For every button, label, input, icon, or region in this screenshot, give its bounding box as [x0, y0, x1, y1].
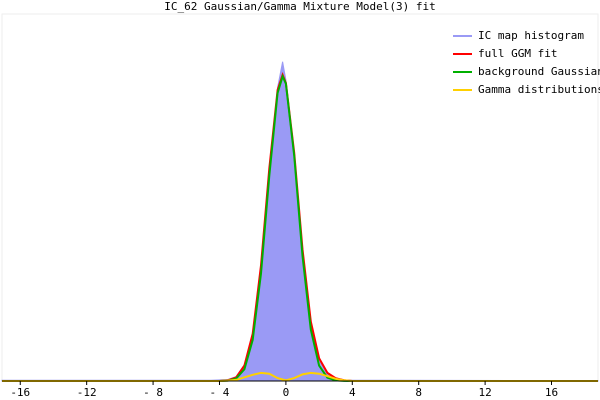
- x-tick-label: - 4: [210, 386, 230, 399]
- x-tick-label: 4: [349, 386, 356, 399]
- x-tick-label: 12: [478, 386, 491, 399]
- x-tick-label: - 8: [143, 386, 163, 399]
- legend-label: IC map histogram: [478, 29, 584, 42]
- legend-label: background Gaussian: [478, 65, 600, 78]
- x-tick-label: 0: [283, 386, 290, 399]
- chart-title: IC_62 Gaussian/Gamma Mixture Model(3) fi…: [164, 0, 436, 13]
- legend-label: Gamma distributions: [478, 83, 600, 96]
- x-tick-label: -12: [77, 386, 97, 399]
- legend-label: full GGM fit: [478, 47, 557, 60]
- x-tick-label: -16: [10, 386, 30, 399]
- x-tick-label: 16: [545, 386, 558, 399]
- x-tick-label: 8: [415, 386, 422, 399]
